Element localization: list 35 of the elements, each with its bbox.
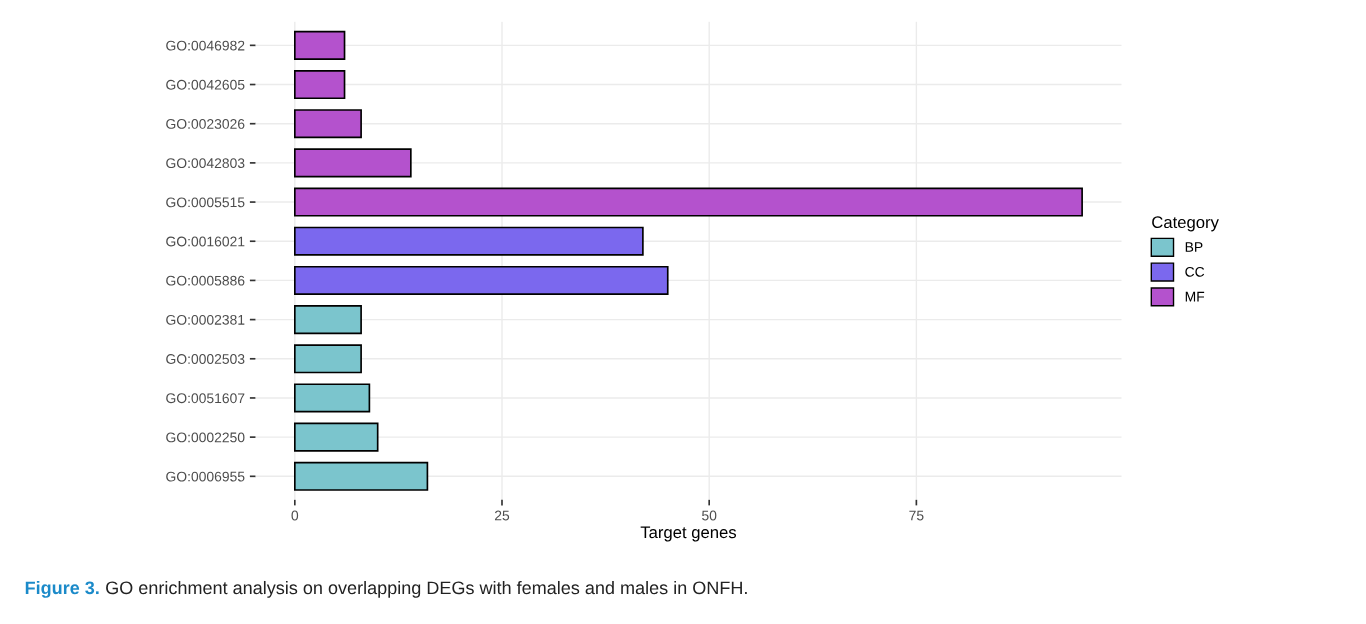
y-tick-label: GO:0002250: [166, 432, 245, 443]
y-tick-label: GO:0051607: [166, 393, 245, 404]
bar: [293, 344, 362, 374]
y-tick-label: GO:0006955: [166, 471, 245, 482]
bar: [293, 187, 1083, 217]
bar: [293, 383, 371, 413]
bar: [293, 109, 362, 139]
x-tick-label: 75: [909, 510, 924, 521]
bar: [293, 148, 412, 178]
legend-label: BP: [1185, 242, 1203, 252]
y-tick-label: GO:0002503: [166, 354, 245, 364]
bar: [293, 422, 379, 452]
x-tick-label: 0: [291, 510, 299, 521]
y-tick-label: GO:0042803: [166, 158, 245, 169]
y-tick-label: GO:0005886: [166, 275, 245, 286]
x-tick-label: 50: [702, 510, 717, 521]
y-tick-label: GO:0042605: [166, 79, 245, 90]
bar: [293, 69, 346, 100]
bar: [293, 226, 644, 256]
caption: Figure 3.: [25, 580, 99, 598]
bar: [293, 305, 362, 335]
bar: [293, 461, 429, 491]
text: GO enrichment analysis on overlapping DEGs with females and males in ONFH.: [106, 580, 747, 598]
y-tick-label: GO:0005515: [166, 197, 245, 208]
bar: [293, 30, 346, 60]
y-tick-label: GO:0046982: [166, 40, 245, 51]
legend-title: Category: [1152, 216, 1219, 232]
y-tick-label: GO:0023026: [166, 119, 245, 129]
y-tick-label: GO:0016021: [166, 236, 245, 247]
x-axis-title: Target genes: [640, 526, 737, 542]
legend-label: CC: [1185, 266, 1205, 277]
legend-label: MF: [1185, 291, 1205, 302]
y-tick-label: GO:0002381: [166, 314, 245, 325]
bar: [293, 265, 669, 295]
x-tick-label: 25: [494, 510, 510, 521]
